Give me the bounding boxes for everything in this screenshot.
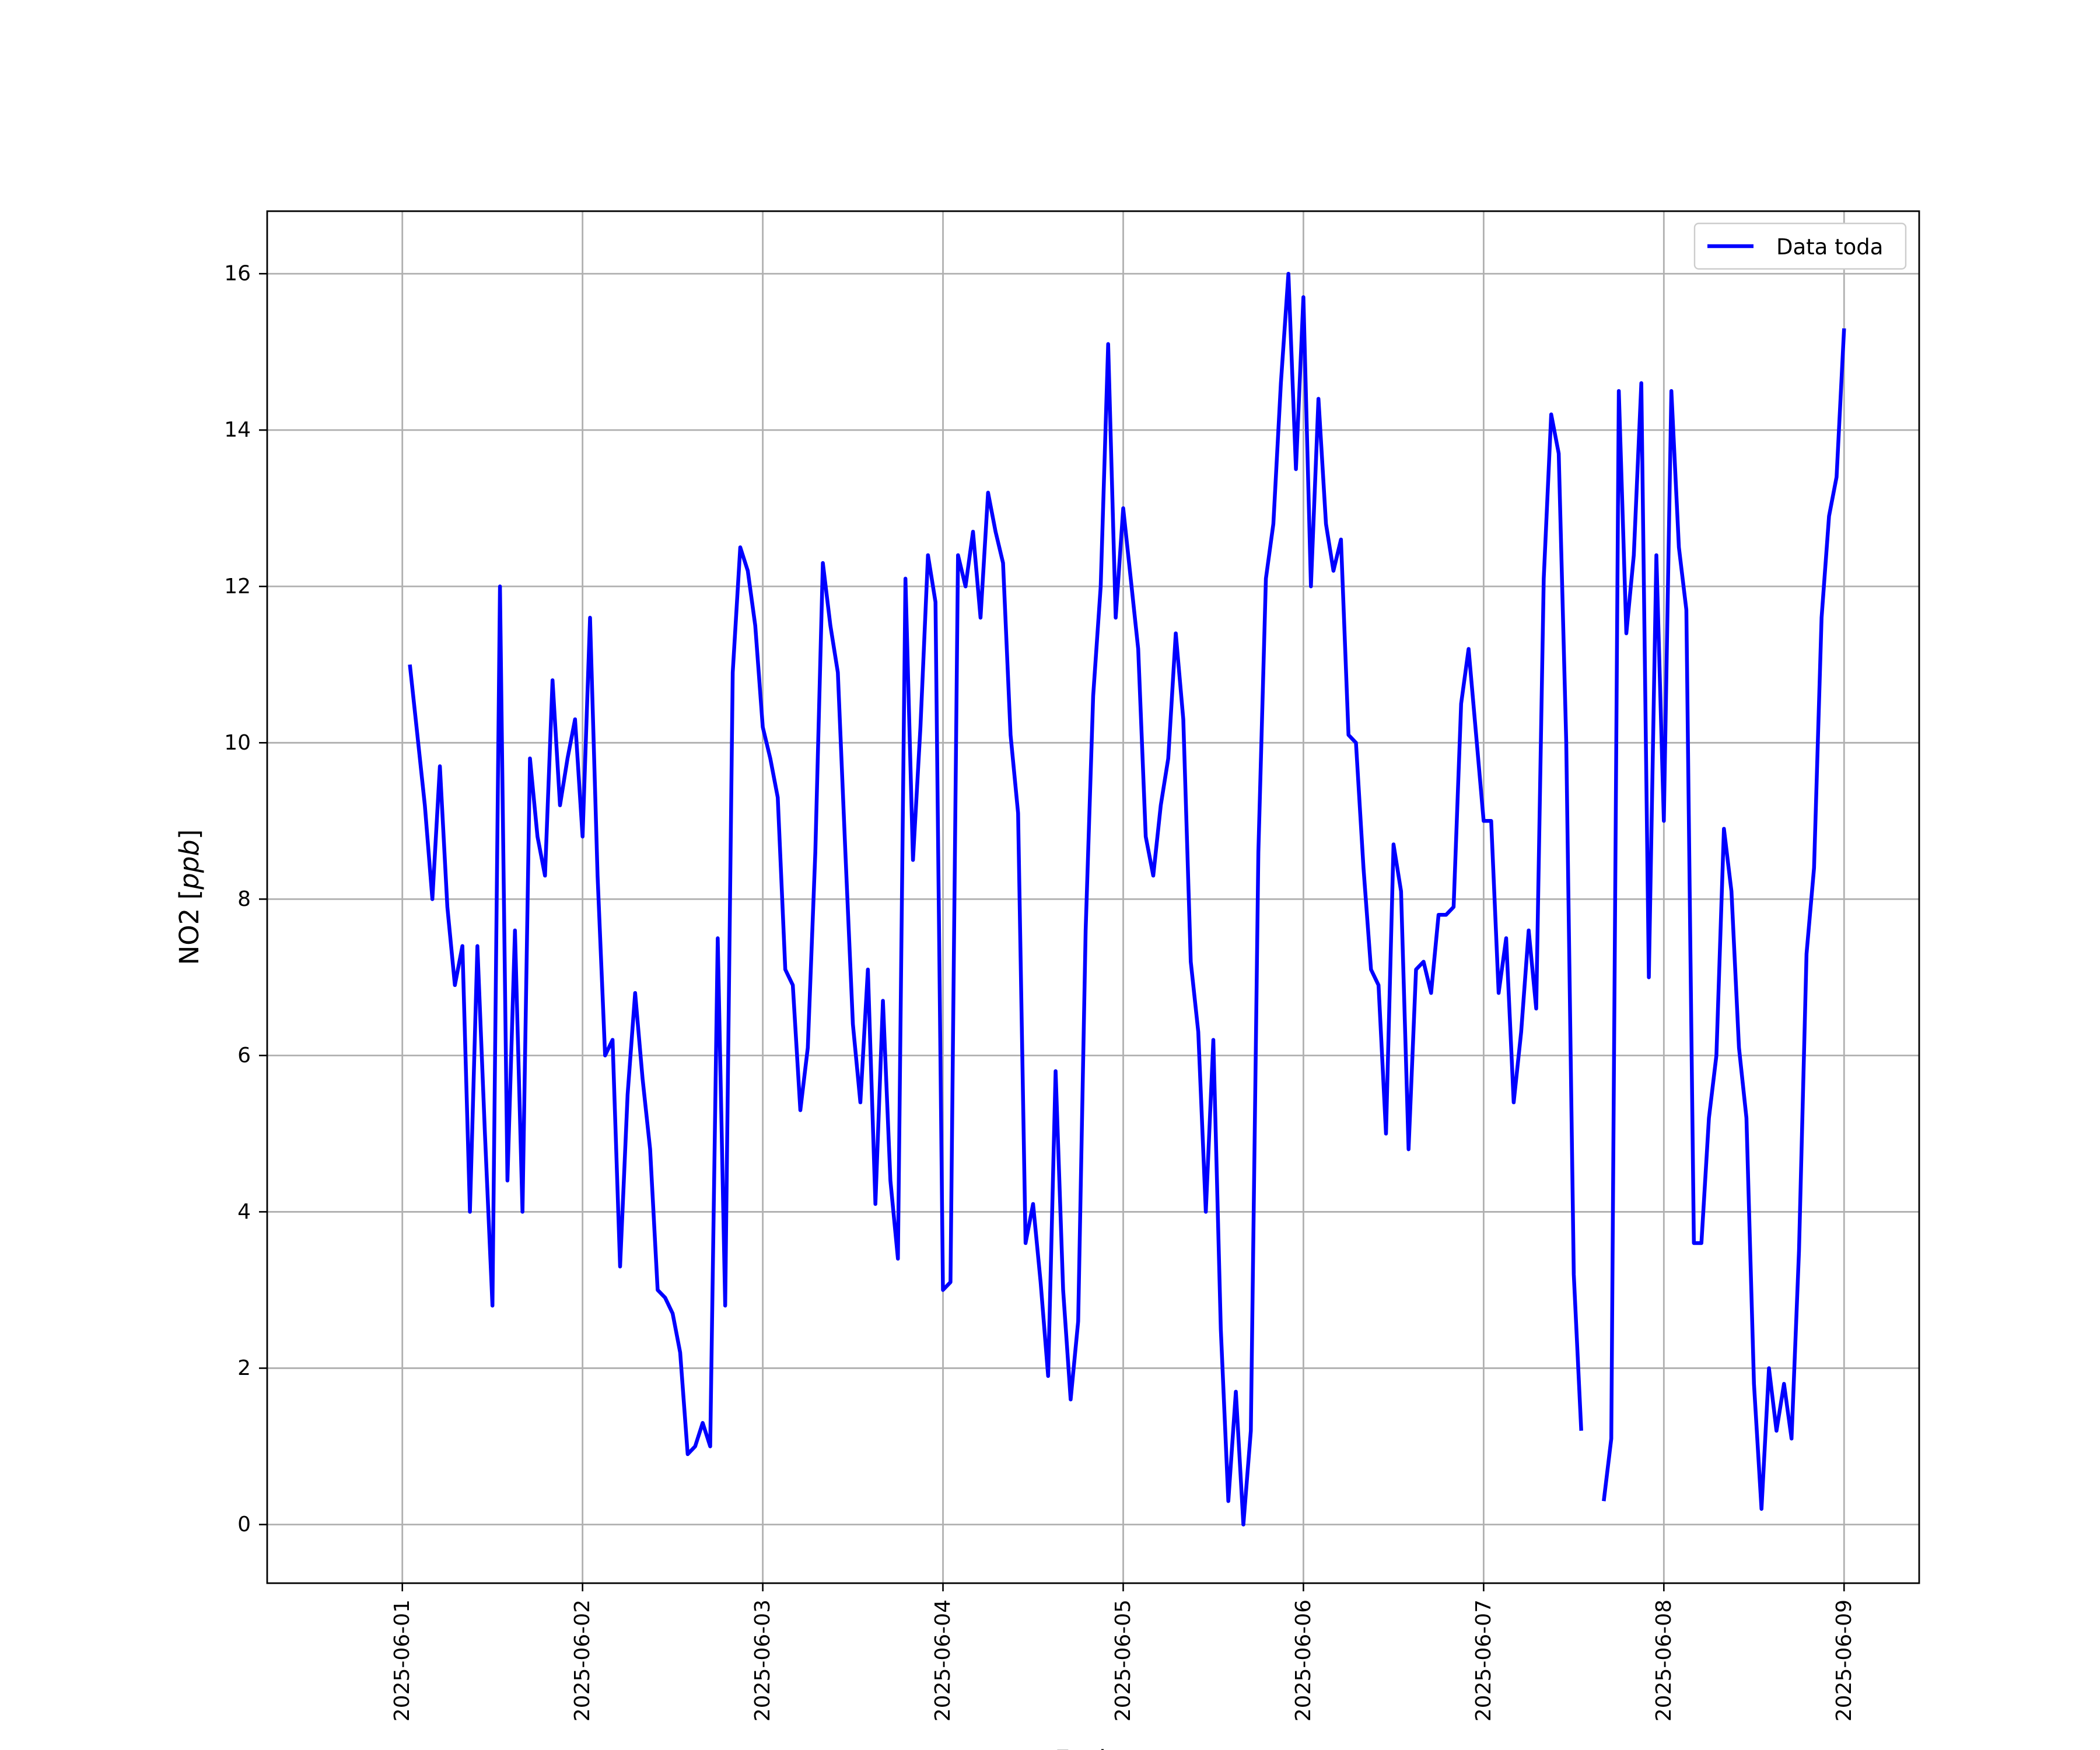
x-axis-ticks: 2025-06-01 2025-06-02 2025-06-03 2025-06-04… — [390, 1583, 1856, 1721]
y-tick-label: 16 — [224, 262, 251, 286]
legend-label-data-toda: Data toda — [1776, 235, 1883, 260]
legend: Data toda — [1693, 222, 1907, 270]
axes-frame — [266, 210, 1920, 1584]
x-tick-label: 2025-06-01 — [390, 1600, 414, 1721]
series-line-data-toda — [408, 271, 1846, 1527]
x-axis-label: Fecha — [1055, 1745, 1132, 1750]
x-tick-label: 2025-06-09 — [1832, 1600, 1856, 1721]
y-axis-ticks: 0 2 4 6 8 10 12 14 16 — [224, 262, 267, 1536]
y-axis-label-unit: ppb — [174, 839, 205, 890]
x-tick-label: 2025-06-05 — [1111, 1600, 1135, 1721]
x-tick-label: 2025-06-04 — [931, 1600, 955, 1721]
y-tick-label: 8 — [237, 887, 251, 911]
x-tick-label: 2025-06-03 — [751, 1600, 775, 1721]
y-tick-label: 10 — [224, 731, 251, 755]
x-tick-label: 2025-06-08 — [1652, 1600, 1676, 1721]
y-tick-label: 12 — [224, 575, 251, 598]
y-tick-label: 14 — [224, 418, 251, 442]
x-tick-label: 2025-06-02 — [570, 1600, 594, 1721]
y-axis-label-name: NO2 [ — [174, 890, 205, 965]
x-tick-label: 2025-06-06 — [1292, 1600, 1315, 1721]
y-tick-label: 6 — [237, 1044, 251, 1068]
legend-box — [1693, 222, 1907, 270]
y-tick-label: 0 — [237, 1513, 251, 1536]
y-tick-label: 2 — [237, 1356, 251, 1380]
y-tick-label: 4 — [237, 1200, 251, 1224]
plot-area: 2025-06-01 2025-06-02 2025-06-03 2025-06-04… — [224, 210, 1920, 1721]
y-axis-label-close: ] — [174, 830, 205, 840]
x-tick-label: 2025-06-07 — [1472, 1600, 1496, 1721]
y-axis-label: NO2 [ppb] — [174, 830, 205, 965]
series-layer — [408, 271, 1846, 1527]
